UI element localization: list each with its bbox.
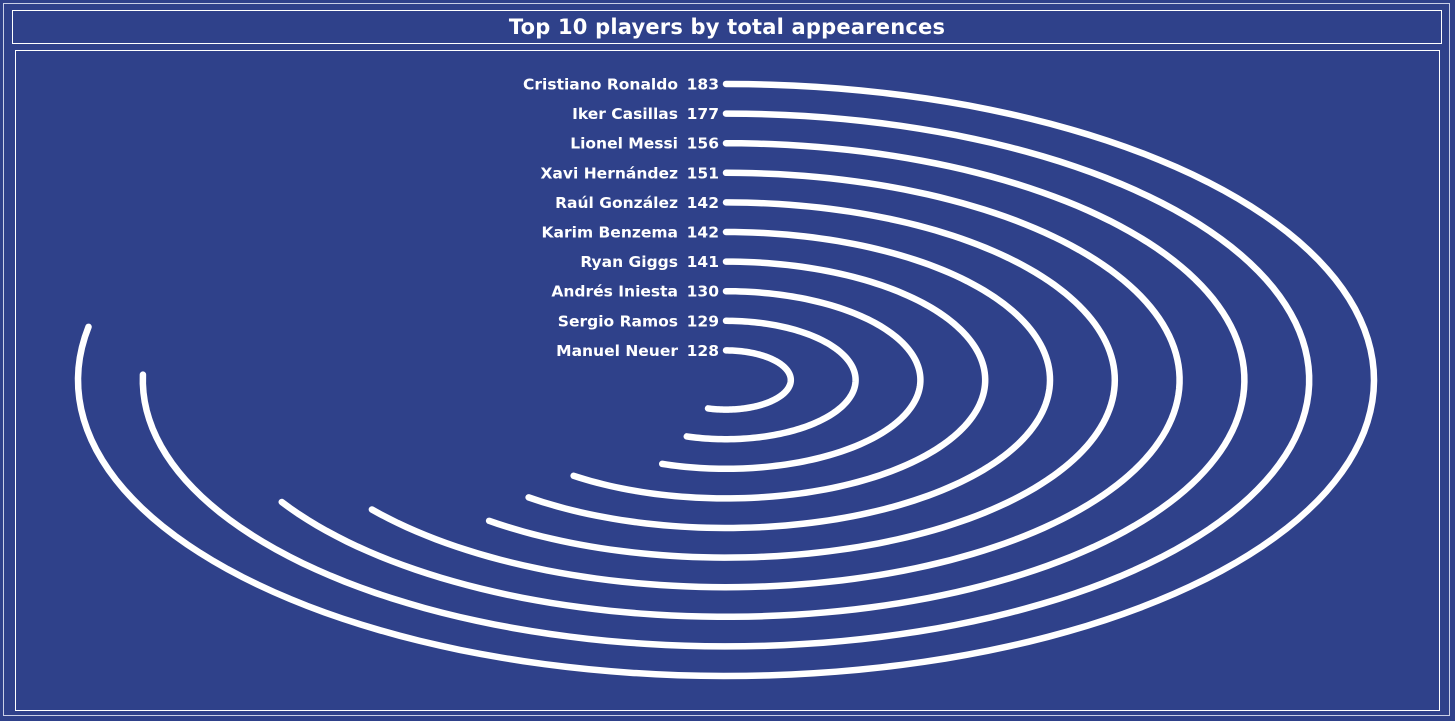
player-label: Ryan Giggs: [580, 253, 678, 271]
title-bar: Top 10 players by total appearences: [12, 10, 1442, 44]
player-label: Lionel Messi: [570, 135, 678, 153]
value-label: 129: [687, 312, 719, 330]
arc-5: [525, 228, 1054, 532]
value-label: 156: [687, 135, 719, 153]
arc-3: [368, 169, 1183, 591]
value-label: 142: [687, 194, 719, 212]
labels-group: 183 Cristiano Ronaldo 177 Iker Casillas 156 L…: [523, 76, 719, 360]
player-label: Karim Benzema: [542, 224, 678, 242]
player-label: Xavi Hernández: [540, 164, 678, 182]
value-label: 183: [687, 76, 719, 94]
value-label: 130: [687, 283, 720, 301]
dashboard-frame: [3, 3, 1450, 716]
chart-title: Top 10 players by total appearences: [508, 15, 946, 39]
player-label: Raúl González: [555, 194, 678, 212]
value-label: 151: [687, 164, 719, 182]
value-label: 128: [687, 342, 719, 360]
arc-2: [278, 139, 1248, 621]
chart-panel: [15, 50, 1440, 711]
arc-4: [485, 199, 1119, 561]
player-label: Sergio Ramos: [558, 312, 678, 330]
arc-9: [704, 347, 795, 413]
value-label: 141: [687, 253, 719, 271]
arc-1: [139, 110, 1313, 650]
player-label: Iker Casillas: [572, 105, 678, 123]
player-label: Manuel Neuer: [556, 342, 678, 360]
arc-6: [570, 258, 989, 502]
player-label: Andrés Iniesta: [551, 283, 678, 301]
value-label: 177: [687, 105, 719, 123]
arc-8: [683, 317, 859, 443]
player-label: Cristiano Ronaldo: [523, 76, 678, 94]
value-label: 142: [687, 224, 719, 242]
arc-7: [658, 287, 924, 473]
arcs-group: [74, 80, 1378, 680]
arc-0: [74, 80, 1378, 680]
